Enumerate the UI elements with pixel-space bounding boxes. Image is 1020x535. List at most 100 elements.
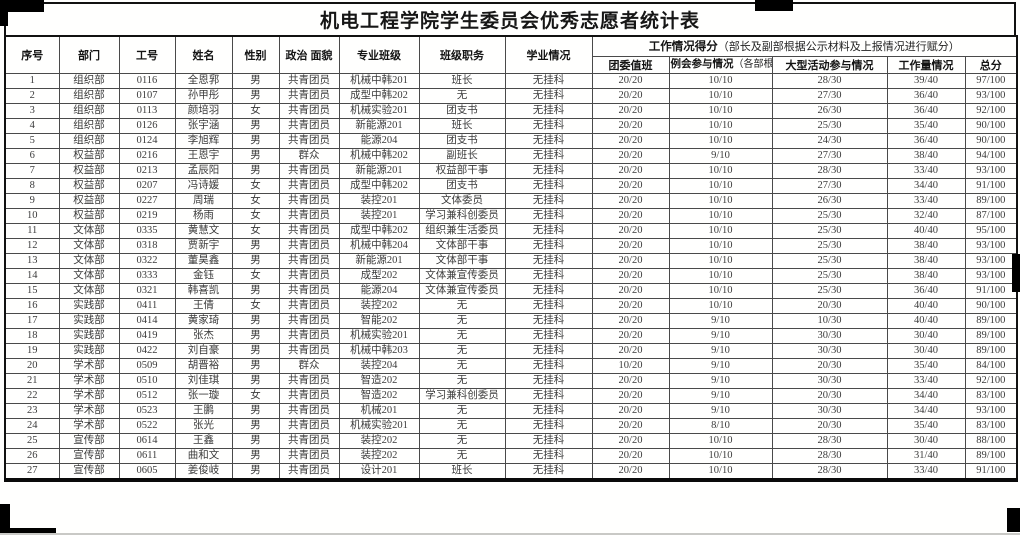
cell-meeting-score: 9/10 (668, 357, 773, 374)
cell-meeting-score: 9/10 (668, 312, 773, 329)
cell-name: 王鑫 (174, 432, 233, 449)
cell-workload-score: 33/40 (886, 372, 966, 389)
cell-gender: 男 (231, 117, 280, 134)
cell-employee-id: 0611 (118, 447, 176, 464)
cell-gender: 女 (231, 192, 280, 209)
cell-total-score: 91/100 (964, 462, 1018, 480)
cell-academic-status: 无挂科 (504, 447, 593, 464)
cell-political-status: 共青团员 (278, 72, 340, 89)
cell-name: 张宇涵 (174, 117, 233, 134)
table-row: 14 文体部 0333 金钰女共青团员 成型202 文体兼宣传委员 无挂科 20/20 10/1… (4, 267, 1018, 284)
table-body: 1 组织部 0116 全恩郛男共青团员 机械中韩201 班长 无挂科 20/20 10/10 28… (4, 72, 1018, 480)
cell-class-role: 文体部干事 (418, 237, 506, 254)
table-header: 序号 部门 工号 姓名 性别 政治 面貌 专业班级 班级职务 学业情况 工作情况… (4, 35, 1018, 74)
cell-meeting-score: 10/10 (668, 87, 773, 104)
col-header-duty-score: 团委值班 (591, 55, 670, 74)
cell-name: 金钰 (174, 267, 233, 284)
cell-duty-score: 20/20 (591, 207, 670, 224)
cell-department: 实践部 (58, 312, 120, 329)
cell-gender: 男 (231, 282, 280, 299)
cell-name: 李旭辉 (174, 132, 233, 149)
cell-total-score: 93/100 (964, 252, 1018, 269)
cell-academic-status: 无挂科 (504, 72, 593, 89)
cell-duty-score: 20/20 (591, 342, 670, 359)
cell-duty-score: 20/20 (591, 447, 670, 464)
cell-class-role: 文体部干事 (418, 252, 506, 269)
cell-major-class: 机械201 (338, 402, 420, 419)
cell-academic-status: 无挂科 (504, 387, 593, 404)
cell-academic-status: 无挂科 (504, 282, 593, 299)
cell-workload-score: 30/40 (886, 432, 966, 449)
cell-meeting-score: 10/10 (668, 162, 773, 179)
cell-index: 19 (4, 342, 60, 359)
cell-total-score: 93/100 (964, 162, 1018, 179)
cell-department: 文体部 (58, 237, 120, 254)
cell-major-class: 机械实验201 (338, 417, 420, 434)
cell-meeting-score: 10/10 (668, 462, 773, 480)
scan-artifact-right-edge (1012, 254, 1020, 292)
header-row-group: 序号 部门 工号 姓名 性别 政治 面貌 专业班级 班级职务 学业情况 工作情况… (4, 35, 1018, 74)
cell-activity-score: 20/30 (771, 417, 888, 434)
cell-department: 文体部 (58, 222, 120, 239)
cell-gender: 男 (231, 162, 280, 179)
cell-major-class: 装控202 (338, 447, 420, 464)
cell-index: 23 (4, 402, 60, 419)
cell-employee-id: 0523 (118, 402, 176, 419)
group-header-bold: 工作情况得分 (648, 41, 718, 54)
cell-class-role: 无 (418, 297, 506, 314)
cell-duty-score: 20/20 (591, 387, 670, 404)
cell-department: 组织部 (58, 72, 120, 89)
cell-gender: 女 (231, 102, 280, 119)
cell-class-role: 无 (418, 402, 506, 419)
cell-meeting-score: 10/10 (668, 177, 773, 194)
cell-class-role: 学习兼科创委员 (418, 207, 506, 224)
cell-workload-score: 33/40 (886, 462, 966, 480)
cell-total-score: 91/100 (964, 282, 1018, 299)
cell-department: 宣传部 (58, 447, 120, 464)
cell-department: 宣传部 (58, 432, 120, 449)
cell-index: 13 (4, 252, 60, 269)
cell-duty-score: 20/20 (591, 402, 670, 419)
cell-activity-score: 24/30 (771, 132, 888, 149)
cell-major-class: 机械中韩202 (338, 147, 420, 164)
cell-name: 颜培羽 (174, 102, 233, 119)
cell-gender: 男 (231, 417, 280, 434)
cell-political-status: 群众 (278, 147, 340, 164)
cell-meeting-score: 10/10 (668, 252, 773, 269)
cell-duty-score: 20/20 (591, 117, 670, 134)
cell-class-role: 无 (418, 432, 506, 449)
cell-activity-score: 30/30 (771, 342, 888, 359)
cell-employee-id: 0333 (118, 267, 176, 284)
cell-employee-id: 0124 (118, 132, 176, 149)
cell-activity-score: 26/30 (771, 192, 888, 209)
cell-political-status: 共青团员 (278, 162, 340, 179)
cell-class-role: 无 (418, 372, 506, 389)
cell-total-score: 97/100 (964, 72, 1018, 89)
cell-activity-score: 25/30 (771, 207, 888, 224)
cell-academic-status: 无挂科 (504, 222, 593, 239)
table-row: 9 权益部 0227 周瑞女共青团员 装控201 文体委员 无挂科 20/20 10/10 26/… (4, 192, 1018, 209)
cell-employee-id: 0322 (118, 252, 176, 269)
cell-index: 14 (4, 267, 60, 284)
cell-gender: 男 (231, 447, 280, 464)
cell-department: 文体部 (58, 282, 120, 299)
cell-meeting-score: 10/10 (668, 192, 773, 209)
col-header-academic-status: 学业情况 (504, 35, 593, 74)
cell-employee-id: 0321 (118, 282, 176, 299)
cell-class-role: 团支书 (418, 177, 506, 194)
cell-gender: 男 (231, 237, 280, 254)
cell-name: 贾新宇 (174, 237, 233, 254)
cell-major-class: 机械实验201 (338, 102, 420, 119)
cell-major-class: 新能源201 (338, 252, 420, 269)
cell-major-class: 装控204 (338, 357, 420, 374)
cell-total-score: 83/100 (964, 387, 1018, 404)
cell-political-status: 共青团员 (278, 102, 340, 119)
cell-class-role: 文体委员 (418, 192, 506, 209)
cell-employee-id: 0614 (118, 432, 176, 449)
cell-activity-score: 10/30 (771, 312, 888, 329)
cell-meeting-score: 10/10 (668, 132, 773, 149)
cell-total-score: 93/100 (964, 87, 1018, 104)
cell-name: 刘自豪 (174, 342, 233, 359)
cell-workload-score: 36/40 (886, 132, 966, 149)
scan-artifact-bottom-left-bar (0, 528, 56, 535)
